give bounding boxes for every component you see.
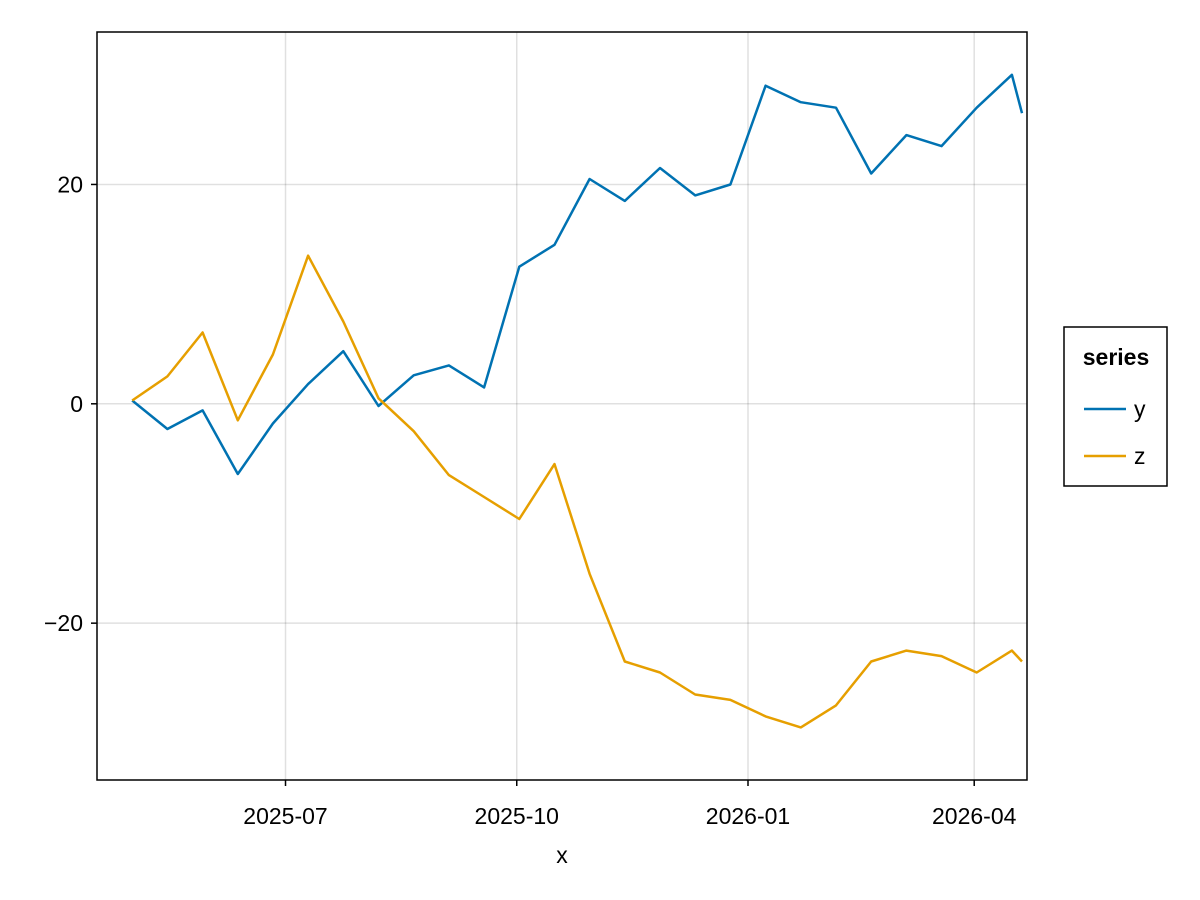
series-line-y bbox=[131, 73, 1024, 476]
legend-title: series bbox=[1083, 344, 1150, 370]
y-tick-label: 20 bbox=[57, 171, 83, 197]
legend-box bbox=[1063, 326, 1168, 487]
x-tick-label: 2026-04 bbox=[932, 803, 1017, 829]
grid bbox=[97, 32, 1027, 780]
x-tick-label: 2025-10 bbox=[475, 803, 559, 829]
x-tick-label: 2026-01 bbox=[706, 803, 790, 829]
plot-frame bbox=[96, 31, 1028, 781]
x-axis-label: x bbox=[556, 842, 568, 868]
y-axis: −20 0 20 bbox=[44, 171, 97, 636]
y-tick-label: −20 bbox=[44, 610, 83, 636]
legend-label-z: z bbox=[1134, 443, 1146, 469]
x-tick-label: 2025-07 bbox=[243, 803, 327, 829]
x-axis: 2025-07 2025-10 2026-01 2026-04 bbox=[243, 780, 1017, 829]
series-line-z bbox=[131, 254, 1023, 729]
y-tick-label: 0 bbox=[70, 391, 83, 417]
legend: series y z bbox=[1063, 326, 1168, 487]
plot-lines bbox=[131, 73, 1024, 729]
legend-label-y: y bbox=[1134, 396, 1146, 422]
